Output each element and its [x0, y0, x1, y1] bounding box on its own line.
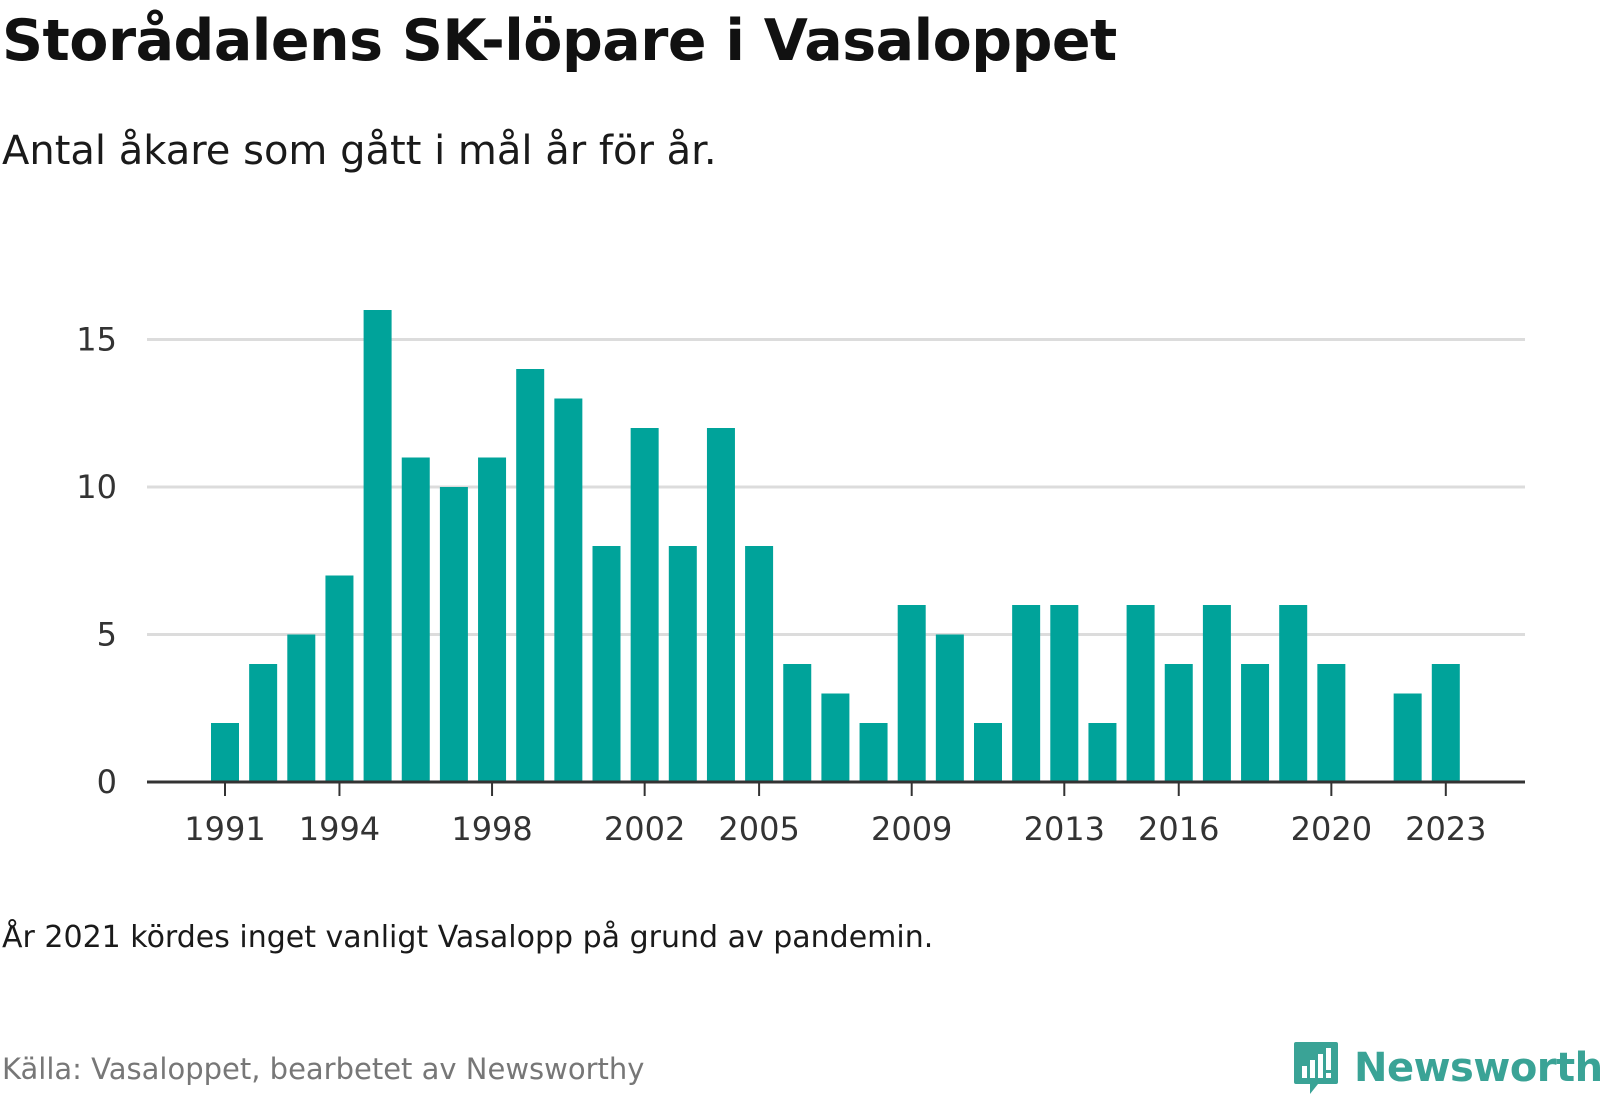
bar-2014 [1088, 723, 1117, 782]
bar-1993 [287, 634, 316, 782]
bar-2022 [1393, 693, 1422, 782]
bar-2023 [1431, 664, 1460, 782]
bar-2010 [935, 634, 964, 782]
y-tick-label: 10 [76, 468, 117, 506]
bar-2002 [630, 428, 659, 782]
y-tick-label: 0 [97, 763, 117, 801]
chart-subtitle: Antal åkare som gått i mål år för år. [2, 128, 717, 174]
x-tick-label: 1998 [451, 810, 532, 848]
bar-2013 [1050, 605, 1079, 782]
bar-2017 [1202, 605, 1231, 782]
bar-2020 [1317, 664, 1346, 782]
bars [211, 310, 1460, 782]
x-tick-label: 2020 [1291, 810, 1372, 848]
bar-1999 [516, 369, 545, 782]
bar-2003 [668, 546, 697, 782]
bar-1995 [363, 310, 392, 782]
bar-2005 [745, 546, 774, 782]
bar-1996 [401, 457, 430, 782]
bar-2000 [554, 398, 583, 782]
bar-1992 [249, 664, 278, 782]
gridlines [147, 338, 1525, 636]
bar-2004 [706, 428, 735, 782]
bar-2009 [897, 605, 926, 782]
brand-logo: Newsworthy [1292, 1040, 1600, 1096]
bar-2006 [783, 664, 812, 782]
y-tick-labels: 0 5 10 15 [76, 321, 117, 802]
x-tick-label: 2013 [1024, 810, 1105, 848]
bar-2007 [821, 693, 850, 782]
bar-2015 [1126, 605, 1155, 782]
bar-2011 [974, 723, 1002, 782]
bar-2018 [1241, 664, 1270, 782]
bar-2001 [592, 546, 621, 782]
brand-name: Newsworthy [1354, 1045, 1600, 1091]
footnote: År 2021 kördes inget vanligt Vasalopp på… [2, 920, 934, 955]
x-tick-label: 2009 [871, 810, 952, 848]
x-tick-label: 1991 [184, 810, 265, 848]
bar-1994 [325, 575, 354, 782]
bar-2012 [1012, 605, 1041, 782]
bar-2019 [1279, 605, 1308, 782]
bar-1998 [478, 457, 507, 782]
x-tick-label: 1994 [299, 810, 380, 848]
bar-1991 [211, 723, 239, 782]
x-tick-labels: 1991 1994 1998 2002 2005 2009 2013 2016 2020 2023 [184, 810, 1486, 848]
bar-2016 [1164, 664, 1193, 782]
x-tick-label: 2023 [1405, 810, 1486, 848]
newsworthy-logo-icon [1294, 1042, 1338, 1094]
y-tick-label: 15 [76, 321, 117, 359]
x-axis [147, 780, 1525, 796]
x-tick-label: 2016 [1138, 810, 1219, 848]
y-tick-label: 5 [97, 616, 117, 654]
bar-2008 [859, 723, 888, 782]
bar-1997 [439, 487, 468, 782]
x-tick-label: 2002 [604, 810, 685, 848]
source-credit: Källa: Vasaloppet, bearbetet av Newswort… [2, 1052, 645, 1086]
x-tick-label: 2005 [718, 810, 799, 848]
chart-title: Storådalens SK-löpare i Vasaloppet [2, 8, 1117, 74]
bar-chart: 0 5 10 15 1991 1994 1998 2002 2005 2009 2013 2016 2… [76, 310, 1525, 848]
